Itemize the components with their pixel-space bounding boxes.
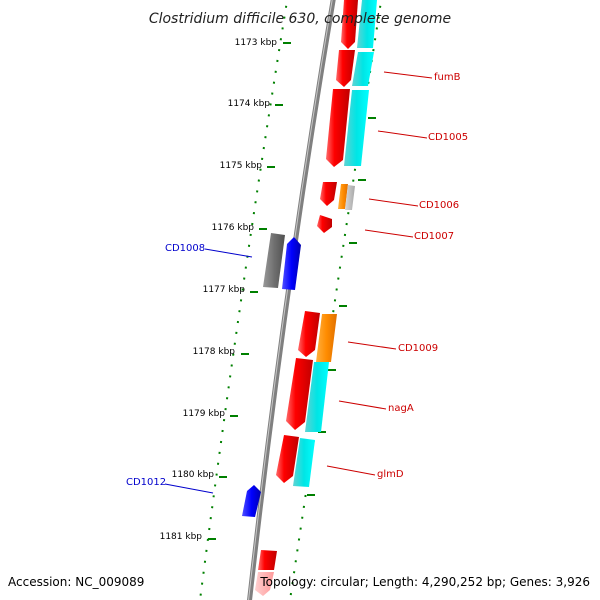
leader-glmD [326,465,376,476]
gene-CD1008-grey[interactable] [263,233,285,288]
kbp-label-1179: 1179 kbp [183,409,226,419]
gene-CD1006-red[interactable] [320,182,337,206]
gene-CD1012-blue[interactable] [242,485,261,517]
gene-CD1005-cyan[interactable] [344,90,369,166]
genes-cyan [293,0,377,487]
gene-CD1009-orange[interactable] [316,314,337,362]
gene-CD1008-blue[interactable] [282,237,301,290]
genes-orange [316,184,348,362]
gene-label-glmD[interactable]: glmD [377,469,404,480]
kbp-label-1177: 1177 kbp [203,285,246,295]
gene-fumB-cyan[interactable] [352,52,374,86]
gene-CD1006-orange[interactable] [338,184,348,209]
genome-backbone [247,0,336,600]
kbp-ticks [208,42,291,540]
gene-label-CD1006[interactable]: CD1006 [419,200,459,211]
gene-bottom-pink[interactable] [255,572,274,596]
leader-CD1005 [377,130,428,139]
gene-nagA-cyan[interactable] [305,362,329,432]
gene-top-red[interactable] [341,0,358,49]
kbp-label-1178: 1178 kbp [193,347,236,357]
leader-nagA [338,400,387,410]
kbp-label-1180: 1180 kbp [172,470,215,480]
accession-text: Accession: NC_009089 [8,575,144,589]
gene-label-CD1007[interactable]: CD1007 [414,231,454,242]
gene-label-CD1012[interactable]: CD1012 [126,477,166,488]
right-ruler-ticks [307,117,376,496]
gene-label-CD1008[interactable]: CD1008 [165,243,205,254]
topology-text: Topology: circular; Length: 4,290,252 bp… [259,575,590,589]
gene-glmD-red[interactable] [276,435,299,483]
gene-CD1007[interactable] [317,215,332,233]
leader-CD1009 [347,341,397,350]
kbp-label-1176: 1176 kbp [212,223,255,233]
kbp-labels: 1173 kbp 1174 kbp 1175 kbp 1176 kbp 1177… [160,38,278,542]
kbp-label-1181: 1181 kbp [160,532,203,542]
gene-nagA-red[interactable] [286,358,313,430]
genome-backbone-highlight [248,0,333,600]
gene-label-CD1005[interactable]: CD1005 [428,132,468,143]
gene-bottom-red[interactable] [258,550,277,570]
gene-label-nagA[interactable]: nagA [388,403,414,414]
gene-labels: fumB CD1005 CD1006 CD1007 CD1009 nagA gl… [126,72,468,488]
leader-fumB [383,71,433,79]
gene-label-CD1009[interactable]: CD1009 [398,343,438,354]
gene-label-fumB[interactable]: fumB [434,72,461,83]
gene-fumB[interactable] [336,50,355,87]
gene-CD1006-grey[interactable] [345,185,355,210]
page-title: Clostridium difficile 630, complete geno… [149,11,451,27]
gene-top-cyan[interactable] [357,0,377,48]
leader-CD1006 [368,198,419,207]
leader-CD1007 [364,229,414,238]
kbp-label-1173: 1173 kbp [235,38,278,48]
gene-CD1005[interactable] [326,89,350,167]
leader-lines [164,71,433,494]
gene-glmD-cyan[interactable] [293,438,315,487]
leader-CD1008 [204,248,253,258]
kbp-label-1175: 1175 kbp [220,161,263,171]
gene-CD1009-red[interactable] [298,311,320,357]
kbp-label-1174: 1174 kbp [228,99,271,109]
leader-CD1012 [164,483,214,494]
genes-red [258,0,358,570]
